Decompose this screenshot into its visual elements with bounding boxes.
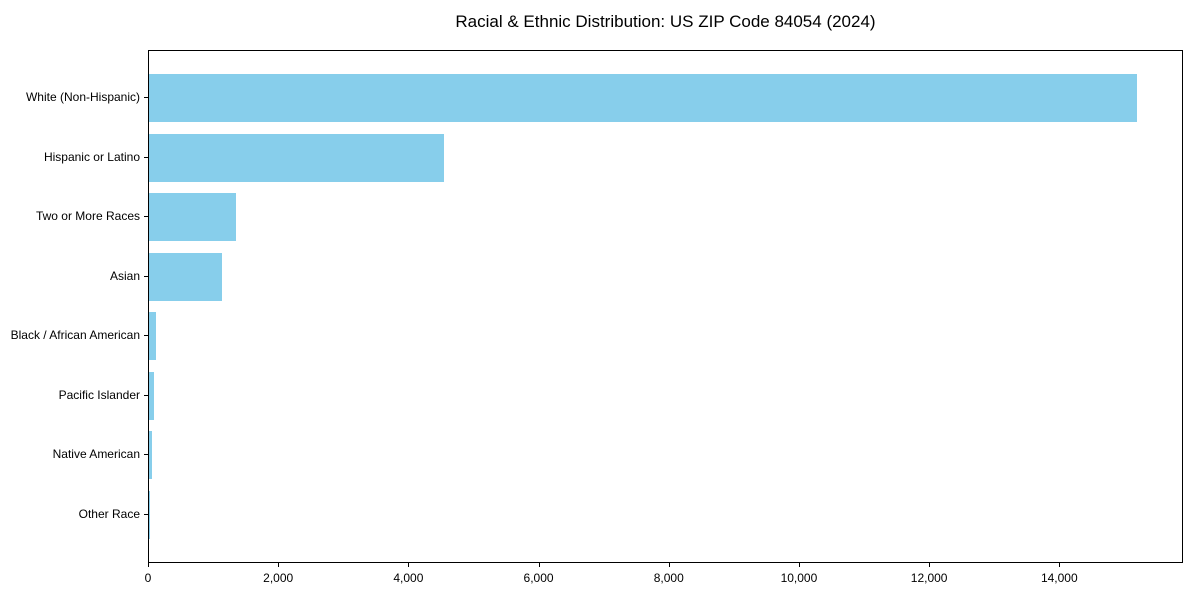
chart-title: Racial & Ethnic Distribution: US ZIP Cod… (455, 12, 876, 31)
bar (149, 74, 1138, 122)
y-axis-category-label: Asian (109, 268, 140, 283)
y-axis-category-label: Two or More Races (35, 209, 140, 224)
y-axis-category-label: Pacific Islander (58, 387, 140, 402)
bar (149, 490, 150, 539)
bar (149, 312, 157, 361)
y-tick-mark (144, 335, 148, 337)
x-tick-mark (148, 563, 149, 567)
y-tick-mark (144, 275, 148, 277)
x-tick-mark (278, 563, 280, 567)
y-axis-category-label: Native American (52, 447, 140, 462)
y-tick-mark (144, 513, 148, 515)
y-axis-category-label: White (Non-Hispanic) (25, 90, 140, 104)
y-axis-category-label: Hispanic or Latino (43, 149, 140, 164)
y-tick-mark (144, 97, 148, 98)
x-tick-mark (408, 563, 410, 567)
y-tick-mark (144, 454, 148, 456)
y-tick-mark (144, 156, 148, 158)
x-tick-label: 4,000 (393, 571, 424, 585)
x-tick-label: 6,000 (523, 571, 554, 585)
bar (149, 431, 153, 480)
bar (149, 133, 444, 182)
x-tick-label: 14,000 (1040, 571, 1078, 585)
x-tick-mark (668, 563, 670, 567)
x-tick-mark (1059, 563, 1061, 567)
bar (149, 252, 222, 301)
y-axis-category-label: Other Race (78, 506, 140, 521)
x-tick-label: 10,000 (780, 571, 818, 585)
plot-area (148, 50, 1183, 563)
bar (149, 371, 155, 420)
x-tick-mark (798, 563, 800, 567)
x-tick-label: 2,000 (263, 571, 294, 585)
y-axis-category-label: Black / African American (10, 328, 140, 343)
y-tick-mark (144, 216, 148, 218)
x-tick-mark (929, 563, 931, 567)
x-tick-mark (538, 563, 540, 567)
y-tick-mark (144, 394, 148, 396)
x-tick-label: 8,000 (653, 571, 684, 585)
x-tick-label: 0 (144, 571, 152, 585)
bar (149, 193, 237, 242)
x-tick-label: 12,000 (910, 571, 948, 585)
